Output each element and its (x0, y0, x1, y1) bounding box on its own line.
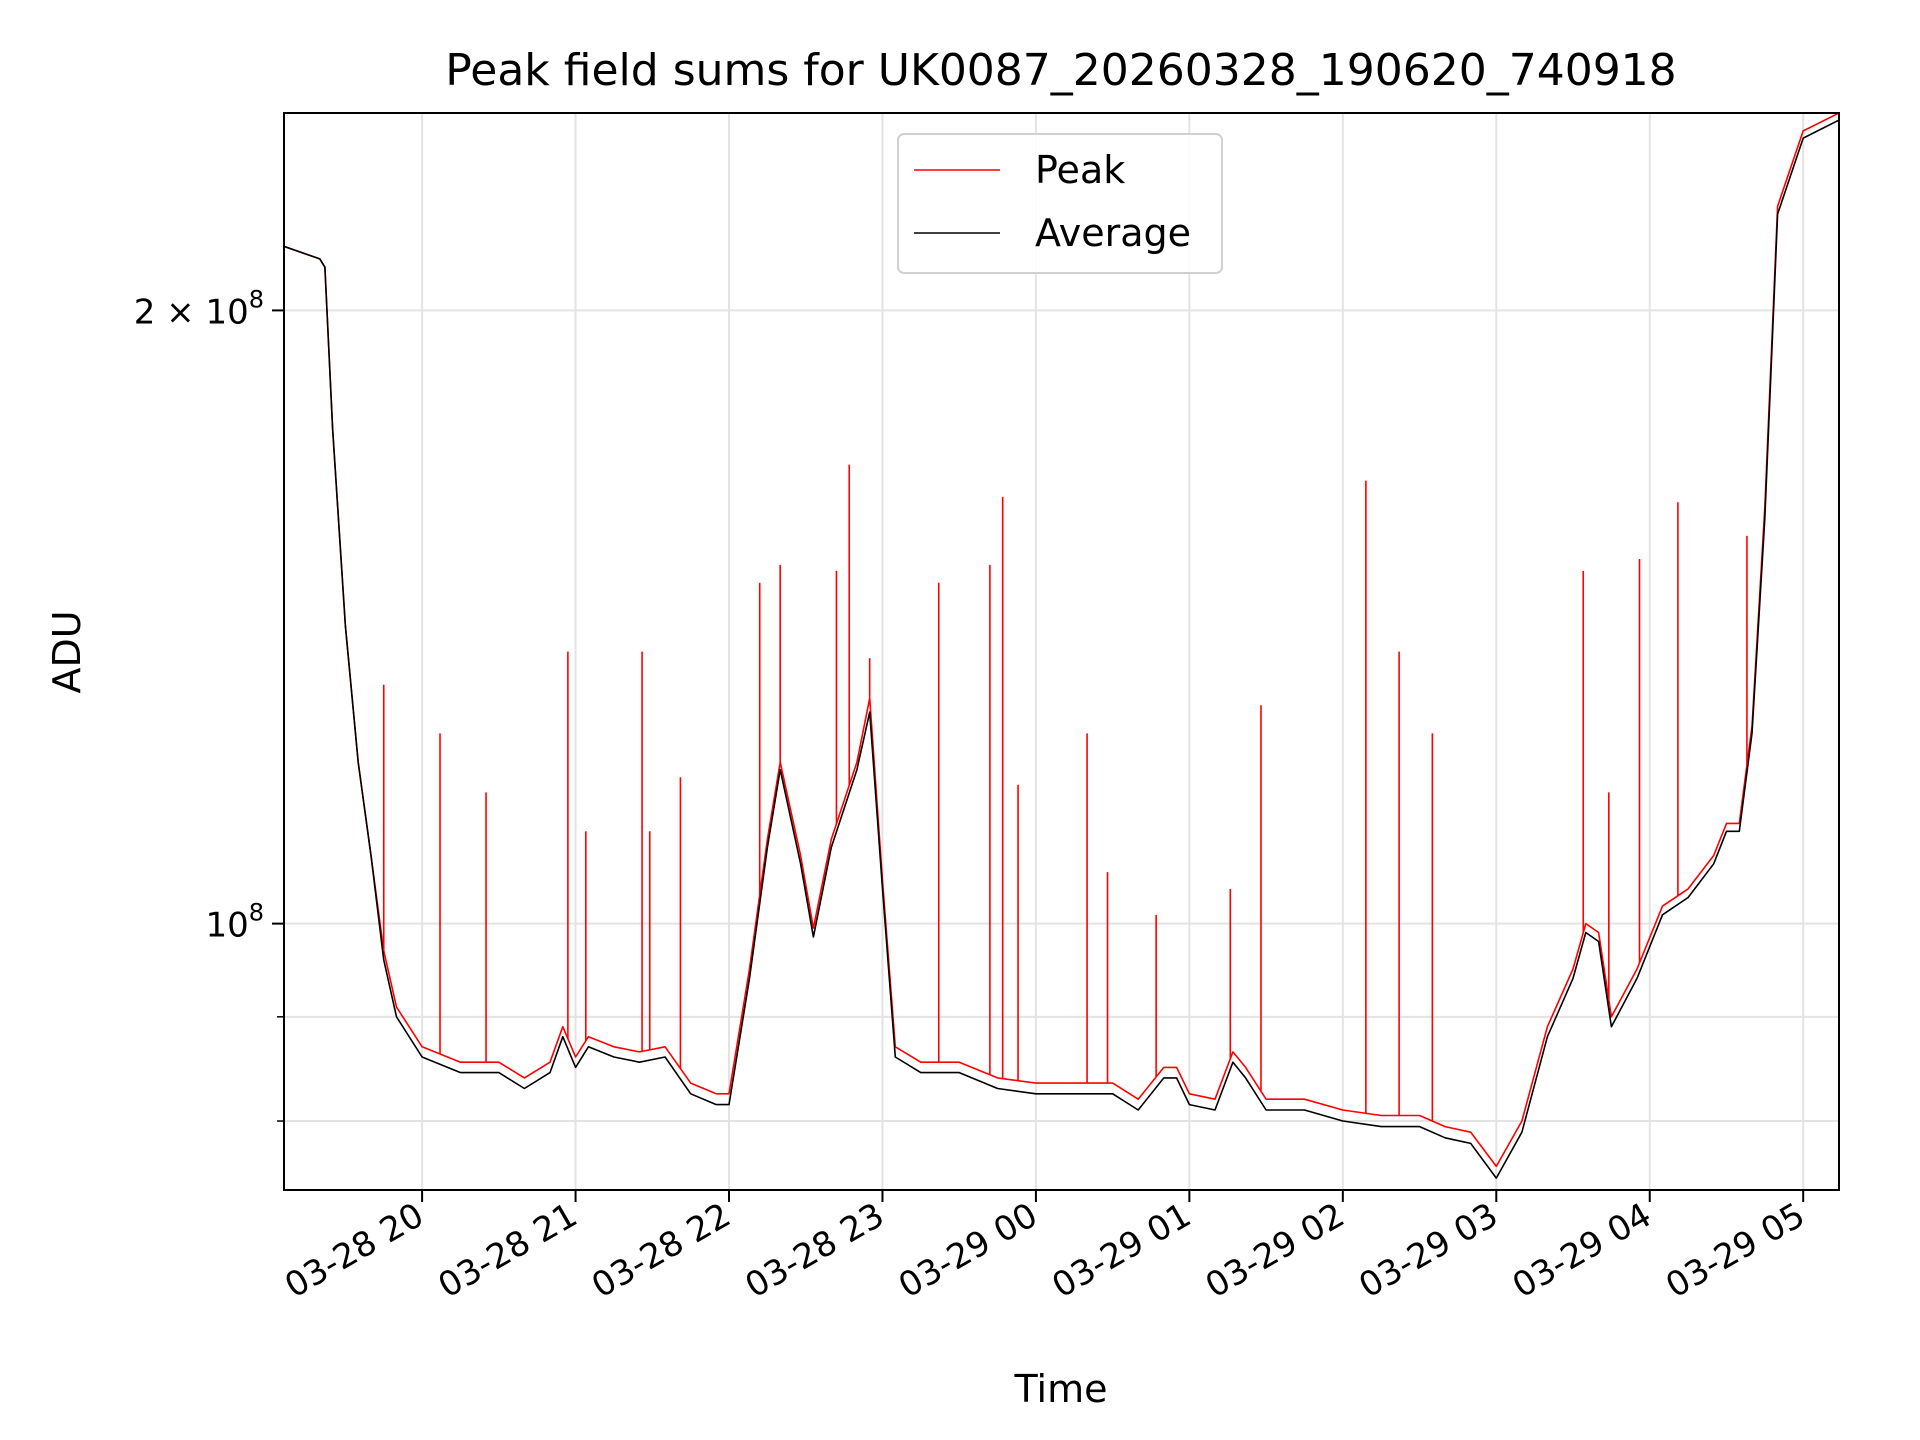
x-axis-label: Time (1014, 1367, 1108, 1411)
y-axis: 108 2 × 108 (134, 285, 284, 1122)
y-axis-label: ADU (45, 610, 89, 693)
chart-title: Peak field sums for UK0087_20260328_1906… (445, 45, 1676, 96)
y-tick-label: 2 × 108 (134, 285, 264, 332)
legend-box (897, 133, 1223, 274)
legend-peak-label: Peak (1035, 148, 1125, 192)
plot-frame (283, 112, 1840, 1191)
grid (284, 113, 1839, 1190)
legend: Peak Average (897, 133, 1223, 274)
y-tick-label: 108 (205, 899, 264, 946)
series-line-peak (284, 113, 1839, 1168)
plot-series (284, 113, 1839, 1179)
legend-average-label: Average (1035, 211, 1191, 255)
series-line-average (284, 119, 1839, 1179)
